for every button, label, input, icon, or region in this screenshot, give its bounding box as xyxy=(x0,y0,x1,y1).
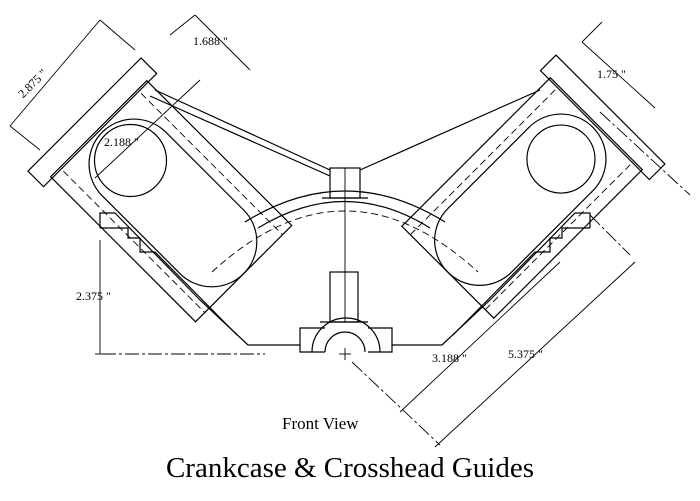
dim-crank-height xyxy=(95,240,110,355)
dim-inner-offset xyxy=(399,261,561,413)
crank-centre xyxy=(102,111,691,446)
crankcase-body xyxy=(99,212,591,353)
drawing-title: Crankcase & Crosshead Guides xyxy=(165,452,535,484)
dim-label-guide-width-right: 1.75 " xyxy=(597,67,626,81)
dim-guide-width-right xyxy=(581,21,656,109)
dim-label-outer-offset: 5.375 " xyxy=(508,347,543,361)
dim-label-crank-height: 2.375 " xyxy=(76,289,111,303)
dim-guide-width-left xyxy=(9,19,136,151)
crankcase-webs xyxy=(149,89,541,272)
dim-guide-offset-top xyxy=(169,14,251,71)
dim-outer-offset xyxy=(434,261,636,448)
crankcase-arcs xyxy=(211,190,479,273)
dim-label-guide-width-left: 2.875 " xyxy=(15,66,50,101)
dim-label-inner-offset: 3.188 " xyxy=(432,351,467,365)
left-cylinder-guide xyxy=(27,57,293,323)
dim-bore-diameter xyxy=(94,79,201,179)
right-cylinder-guide xyxy=(401,54,666,319)
dim-label-guide-offset-top: 1.688 " xyxy=(193,34,228,48)
view-label: Front View xyxy=(282,414,359,433)
dim-label-bore-diameter: 2.188 " xyxy=(104,135,139,149)
